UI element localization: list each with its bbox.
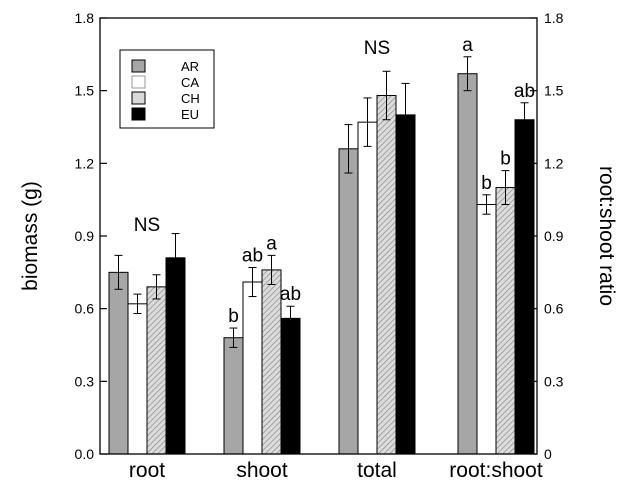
bar-CH-shoot (261, 269, 282, 455)
significance-label: ab (280, 284, 301, 305)
bar-AR-shoot (223, 337, 244, 455)
significance-label: b (500, 149, 511, 170)
y2-tick-label: 1.8 (544, 10, 564, 26)
legend-label-CA: CA (181, 75, 199, 90)
y-tick-label: 0.6 (75, 301, 95, 317)
significance-label: ab (242, 245, 263, 266)
significance-label: NS (364, 38, 390, 59)
significance-label: a (266, 233, 277, 254)
bar-CA-shoot (242, 281, 263, 455)
legend-swatch-CH (131, 91, 146, 105)
legend-swatch-CA (131, 75, 146, 89)
y-tick-label: 1.2 (75, 155, 95, 171)
y2-tick-label: 1.2 (544, 155, 564, 171)
y-tick-label: 1.5 (75, 83, 95, 99)
y2-tick-label: 0 (544, 446, 552, 462)
y2-tick-label: 0.3 (544, 373, 564, 389)
bar-EU-total (395, 114, 416, 455)
y-tick-label: 0.0 (75, 446, 95, 462)
bars-layer (108, 56, 535, 455)
y2-tick-label: 1.5 (544, 83, 564, 99)
bar-EU-root-shoot (514, 119, 535, 455)
bar-AR-root (108, 271, 129, 455)
significance-label: NS (134, 215, 160, 236)
bar-EU-root (165, 257, 186, 455)
bar-AR-root-shoot (457, 73, 478, 455)
ticks-layer: 0.0 0 0.3 0.3 0.6 0.6 0.9 0.9 1.2 1.2 1.5 1.5 1.8 1.8 (75, 10, 564, 462)
legend-label-CH: CH (181, 91, 200, 106)
legend-swatch-AR (131, 59, 146, 73)
y2-tick-label: 0.6 (544, 301, 564, 317)
y-tick-label: 1.8 (75, 10, 95, 26)
legend-label-AR: AR (181, 59, 199, 74)
category-label-root-shoot: root:shoot (449, 459, 543, 482)
legend-label-EU: EU (181, 107, 199, 122)
y-axis-title: biomass (g) (19, 181, 42, 291)
category-label-root: root (129, 459, 165, 482)
bar-CH-total (376, 95, 397, 455)
legend-swatch-EU (131, 107, 146, 121)
bar-EU-shoot (280, 317, 301, 455)
category-label-shoot: shoot (236, 459, 288, 482)
bar-CA-root-shoot (476, 204, 497, 455)
labels-layer: biomass (g) root:shoot ratio root shoot to… (19, 166, 618, 482)
y2-axis-title: root:shoot ratio (595, 166, 618, 306)
y2-tick-label: 0.9 (544, 228, 564, 244)
bar-AR-total (338, 148, 359, 455)
category-label-total: total (357, 459, 397, 482)
bar-CH-root (146, 286, 167, 455)
significance-label: ab (514, 81, 535, 102)
y-tick-label: 0.9 (75, 228, 95, 244)
y-tick-label: 0.3 (75, 373, 95, 389)
bar-CH-root-shoot (495, 187, 516, 455)
significance-label: b (481, 173, 492, 194)
bar-CA-root (127, 303, 148, 455)
significance-label: a (462, 35, 473, 56)
significance-label: b (228, 306, 239, 327)
bar-CA-total (357, 121, 378, 455)
